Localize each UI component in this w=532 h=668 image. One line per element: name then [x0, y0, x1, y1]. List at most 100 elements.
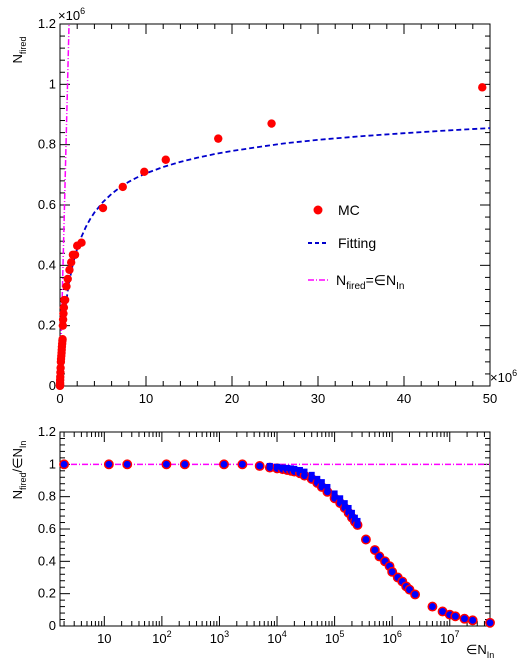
- y-tick-label: 1: [49, 456, 56, 471]
- ratio-fit-point: [331, 490, 338, 497]
- y-tick-label: 0.8: [38, 137, 56, 152]
- legend-mc-label: MC: [338, 202, 360, 218]
- y-tick-label: 0.6: [38, 197, 56, 212]
- ratio-fit-point: [291, 465, 298, 472]
- ratio-fit-point: [348, 509, 355, 516]
- mc-point: [60, 295, 70, 305]
- ratio-mc-point: [254, 461, 265, 471]
- main-plot-frame: [59, 23, 491, 387]
- ratio-fit-point: [296, 466, 303, 473]
- mc-point: [63, 274, 72, 284]
- mc-point: [58, 315, 68, 324]
- ratio-fit-point: [301, 468, 308, 475]
- ratio-fit-point: [266, 462, 273, 469]
- ratio-fit-series: [266, 462, 361, 524]
- mc-point: [65, 265, 74, 275]
- x-tick-label: 30: [311, 391, 325, 406]
- ratio-mc-point: [467, 615, 478, 626]
- ratio-fit-point: [308, 471, 315, 478]
- mc-point: [478, 83, 487, 92]
- ratio-mc-point: [387, 566, 398, 577]
- ratio-mc-point: [369, 545, 380, 555]
- y-tick-label: 0.4: [38, 257, 56, 272]
- ratio-mc-point: [410, 589, 421, 600]
- ratio-fit-point: [284, 464, 291, 471]
- x-tick-label: 10: [97, 631, 111, 646]
- mc-point: [70, 250, 80, 259]
- mc-series: [55, 83, 487, 391]
- ratio-plot-tick-labels: 10 102 103 104 105 106 107 0 0.2 0.4 0.6 0.8 1 1.2: [38, 424, 460, 646]
- y-tick-label: 0.2: [38, 586, 56, 601]
- ratio-mc-point: [59, 459, 70, 470]
- legend-fit-label: Fitting: [338, 235, 376, 251]
- ratio-mc-point: [237, 459, 248, 470]
- y-tick-label: 0.4: [38, 553, 56, 568]
- ratio-fit-point: [337, 495, 344, 502]
- x-tick-label: 0: [56, 391, 63, 406]
- ratio-mc-point: [219, 459, 229, 470]
- ratio-mc-point: [360, 534, 371, 545]
- ratio-fit-point: [341, 500, 348, 507]
- mc-point: [267, 119, 276, 128]
- ratio-x-axis-title: ∈NIn: [466, 642, 494, 660]
- y-tick-label: 1.2: [38, 16, 56, 31]
- legend-mc-marker: [313, 205, 323, 215]
- ratio-fit-point: [351, 514, 358, 521]
- mc-point: [214, 134, 223, 143]
- y-tick-label: 0: [49, 618, 56, 633]
- ratio-y-axis-title: Nfired/∈NIn: [10, 441, 28, 500]
- y-tick-label: 0.2: [38, 318, 56, 333]
- mc-point: [66, 258, 76, 267]
- legend-line-label: Nfired=∈NIn: [336, 272, 404, 292]
- ratio-mc-series: [59, 459, 495, 628]
- y-tick-label: 1: [49, 76, 56, 91]
- ratio-mc-point: [179, 459, 190, 470]
- main-plot-ticks: [59, 23, 491, 387]
- legend: MC Fitting Nfired=∈NIn: [308, 202, 404, 292]
- mc-point: [140, 167, 149, 177]
- ratio-mc-point: [103, 459, 114, 470]
- y-tick-label: 0.6: [38, 521, 56, 536]
- mc-point: [56, 363, 65, 373]
- y-tick-label: 0.8: [38, 489, 56, 504]
- x-tick-label: 50: [483, 391, 497, 406]
- ratio-fit-point: [288, 465, 295, 472]
- ratio-fit-point: [274, 463, 281, 470]
- x-tick-label: 107: [440, 629, 459, 646]
- mc-point: [77, 238, 86, 247]
- x-tick-label: 10: [139, 391, 153, 406]
- ratio-fit-point: [318, 479, 325, 486]
- fit-series: [63, 127, 491, 316]
- main-plot-tick-labels: 0 10 20 30 40 50 0 0.2 0.4 0.6 0.8 1 1.2: [38, 16, 497, 406]
- ratio-mc-point: [122, 459, 133, 470]
- ratio-fit-point: [345, 504, 352, 511]
- y-tick-label: 0: [49, 378, 56, 393]
- x-tick-label: 105: [325, 629, 344, 646]
- ratio-mc-point: [459, 613, 470, 624]
- mc-point: [58, 335, 67, 344]
- ratio-fit-point: [324, 483, 331, 490]
- main-y-exponent: ×106: [58, 6, 85, 23]
- main-y-axis-title: Nfired: [10, 37, 28, 64]
- main-x-exponent: ×106: [490, 368, 517, 385]
- ratio-fit-point: [314, 475, 321, 482]
- mc-point: [161, 155, 170, 164]
- ratio-mc-point: [485, 617, 495, 628]
- main-plot-panel: 0 10 20 30 40 50 0 0.2 0.4 0.6 0.8 1 1.2 ×106 ×106 N…: [10, 6, 517, 406]
- x-tick-label: 106: [382, 629, 401, 646]
- ratio-plot-panel: 10 102 103 104 105 106 107 0 0.2 0.4 0.6 0.8 1 1.2 Nf…: [10, 424, 495, 660]
- x-tick-label: 103: [210, 629, 229, 646]
- ratio-plot-ticks: [60, 431, 491, 627]
- ratio-fit-point: [354, 517, 361, 524]
- mc-point: [59, 303, 69, 312]
- ratio-mc-point: [450, 611, 461, 622]
- mc-point: [62, 282, 71, 291]
- mc-point: [98, 203, 108, 213]
- y-tick-label: 1.2: [38, 424, 56, 439]
- mc-point: [118, 182, 127, 192]
- ratio-mc-point: [427, 601, 438, 612]
- x-tick-label: 20: [225, 391, 239, 406]
- mc-point: [59, 309, 68, 318]
- x-tick-label: 104: [267, 629, 286, 646]
